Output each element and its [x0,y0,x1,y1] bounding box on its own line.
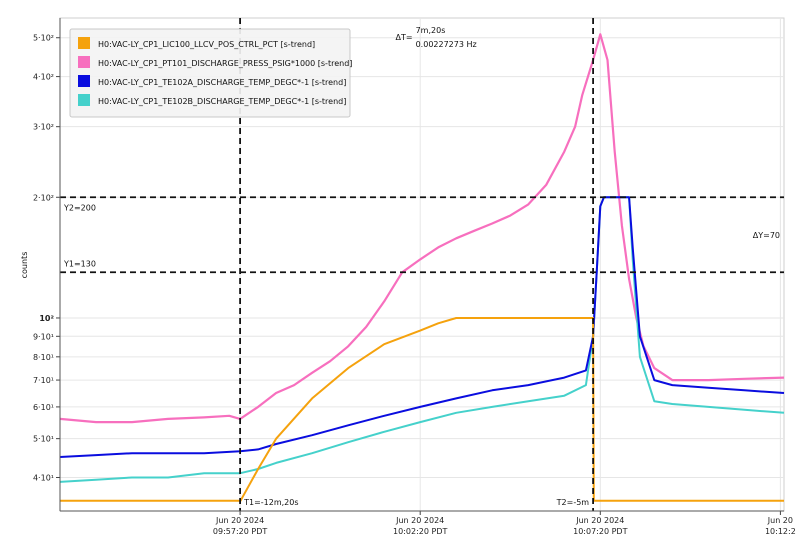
x-tick-label-date: Jun 20 2024 [215,516,264,525]
delta-t-value: 7m,20s [416,26,446,35]
y-tick-label: 5·10¹ [33,435,54,444]
y-tick-label: 8·10¹ [33,353,54,362]
delta-y-label: ΔY=70 [753,231,780,240]
y-tick-label: 5·10² [33,34,54,43]
x-tick-label-time: 10:07:20 PDT [573,527,627,536]
legend-box [69,28,351,118]
x-tick-label-date: Jun 20 2024 [575,516,624,525]
legend-swatch [78,56,90,68]
legend-swatch [78,75,90,87]
series-line-3 [59,196,785,483]
legend[interactable]: H0:VAC-LY_CP1_LIC100_LLCV_POS_CTRL_PCT [… [69,28,352,118]
y-tick-label: 10² [39,314,54,323]
cursor-t1-label: T1=-12m,20s [243,498,298,507]
axes: 4·10¹ 5·10¹ 6·10¹ 7·10¹ 8·10¹ 9·10¹ 10² 2·10² 3·… [33,18,796,536]
series-layer [59,33,785,502]
series-line-1 [59,33,785,424]
delta-t-label: ΔT= [396,33,413,42]
y-tick-label: 9·10¹ [33,332,54,341]
x-tick-label-date: Jun 20 [767,516,793,525]
series-line-0 [60,317,784,502]
x-tick-label-time: 10:02:20 PDT [393,527,447,536]
cursor-t2-label: T2=-5m [556,498,590,507]
x-tick-label-time: 09:57:20 PDT [213,527,267,536]
x-tick-label-date: Jun 20 2024 [395,516,444,525]
delta-t-frequency: 0.00227273 Hz [416,40,477,49]
y-tick-label: 2·10² [33,193,54,202]
cursor-y1-label: Y1=130 [63,259,96,268]
y-axis-label: counts [20,252,29,279]
legend-swatch [78,94,90,106]
y-tick-label: 7·10¹ [33,376,54,385]
y-tick-label: 6·10¹ [33,403,54,412]
x-tick-label-time: 10:12:2 [765,527,796,536]
legend-entry: H0:VAC-LY_CP1_LIC100_LLCV_POS_CTRL_PCT [… [98,40,315,49]
legend-swatch [78,37,90,49]
y-tick-label: 3·10² [33,123,54,132]
legend-entry: H0:VAC-LY_CP1_TE102B_DISCHARGE_TEMP_DEGC… [98,97,346,106]
series-line-2 [59,196,785,458]
legend-entry: H0:VAC-LY_CP1_PT101_DISCHARGE_PRESS_PSIG… [98,59,352,68]
y-tick-label: 4·10² [33,73,54,82]
cursor-y2-label: Y2=200 [63,203,96,212]
legend-entry: H0:VAC-LY_CP1_TE102A_DISCHARGE_TEMP_DEGC… [98,78,346,87]
y-tick-label: 4·10¹ [33,474,54,483]
